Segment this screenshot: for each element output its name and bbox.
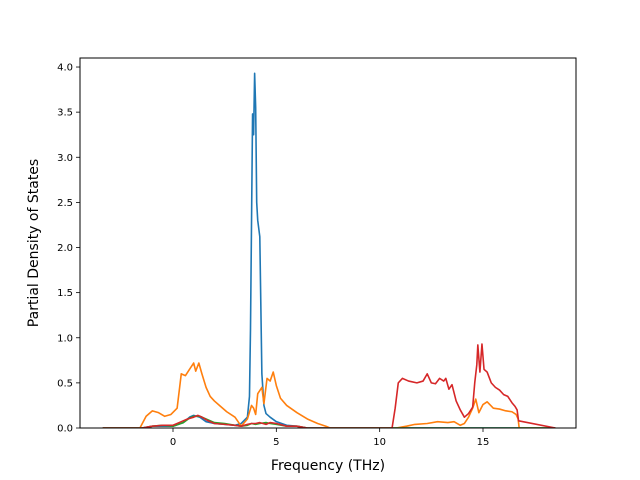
x-axis-label: Frequency (THz) bbox=[271, 458, 385, 474]
y-tick-label: 1.0 bbox=[57, 333, 73, 344]
y-tick-label: 3.5 bbox=[57, 108, 73, 119]
y-tick-label: 0.0 bbox=[57, 424, 73, 435]
series-layer bbox=[102, 72, 556, 428]
x-tick-label: 5 bbox=[273, 437, 279, 448]
y-axis-label: Partial Density of States bbox=[26, 159, 42, 327]
y-tick-label: 3.0 bbox=[57, 153, 73, 164]
plot-frame bbox=[79, 57, 577, 429]
y-tick-label: 0.5 bbox=[57, 378, 73, 389]
x-tick-label: 15 bbox=[477, 437, 490, 448]
x-tick-label: 0 bbox=[170, 437, 176, 448]
x-axis-ticks: 0 5 10 15 bbox=[170, 428, 490, 448]
x-tick-label: 10 bbox=[373, 437, 386, 448]
series-line-4 bbox=[102, 343, 556, 428]
y-tick-label: 2.5 bbox=[57, 198, 73, 209]
y-axis-ticks: 0.0 0.5 1.0 1.5 2.0 2.5 3.0 3.5 4.0 bbox=[57, 63, 80, 435]
y-tick-label: 1.5 bbox=[57, 288, 73, 299]
y-tick-label: 4.0 bbox=[57, 63, 73, 74]
y-tick-label: 2.0 bbox=[57, 243, 73, 254]
series-line-2 bbox=[102, 362, 556, 428]
